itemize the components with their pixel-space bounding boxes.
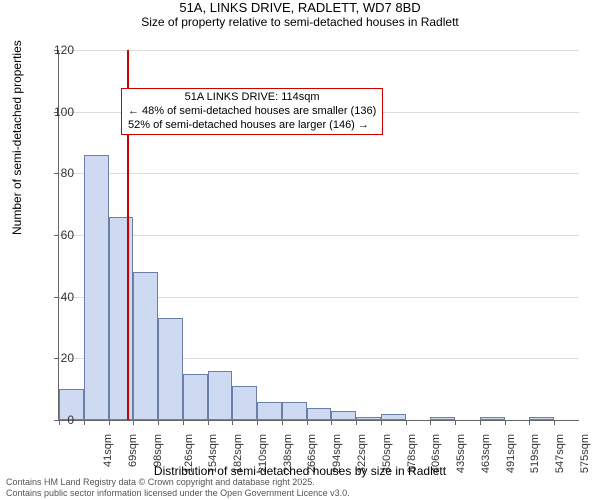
gridline — [59, 235, 579, 236]
x-tick-mark — [381, 420, 382, 425]
x-tick-mark — [257, 420, 258, 425]
histogram-bar — [84, 155, 109, 420]
y-tick-label: 0 — [44, 413, 74, 427]
footer-line-2: Contains public sector information licen… — [6, 488, 350, 498]
x-tick-mark — [406, 420, 407, 425]
x-tick-mark — [109, 420, 110, 425]
footer-attribution: Contains HM Land Registry data © Crown c… — [6, 477, 350, 498]
x-tick-mark — [208, 420, 209, 425]
x-tick-mark — [356, 420, 357, 425]
footer-line-1: Contains HM Land Registry data © Crown c… — [6, 477, 350, 487]
plot-area: 41sqm69sqm98sqm126sqm154sqm182sqm210sqm2… — [58, 50, 578, 420]
y-tick-label: 60 — [44, 228, 74, 242]
marker-annotation-line: 51A LINKS DRIVE: 114sqm — [128, 91, 376, 105]
histogram-bar — [430, 417, 455, 420]
gridline — [59, 173, 579, 174]
y-tick-label: 100 — [44, 105, 74, 119]
histogram-bar — [232, 386, 257, 420]
x-tick-mark — [455, 420, 456, 425]
x-tick-mark — [183, 420, 184, 425]
histogram-bar — [158, 318, 183, 420]
marker-annotation-line: 52% of semi-detached houses are larger (… — [128, 119, 376, 133]
x-tick-mark — [158, 420, 159, 425]
gridline — [59, 50, 579, 51]
histogram-bar — [183, 374, 208, 420]
histogram-bar — [282, 402, 307, 421]
marker-annotation-line: ← 48% of semi-detached houses are smalle… — [128, 105, 376, 119]
x-tick-mark — [133, 420, 134, 425]
y-tick-label: 40 — [44, 290, 74, 304]
x-tick-mark — [554, 420, 555, 425]
histogram-bar — [109, 217, 134, 421]
y-tick-label: 80 — [44, 166, 74, 180]
x-tick-label: 41sqm — [102, 434, 114, 467]
x-tick-mark — [84, 420, 85, 425]
x-tick-mark — [331, 420, 332, 425]
x-tick-mark — [232, 420, 233, 425]
histogram-bar — [480, 417, 505, 420]
x-tick-mark — [282, 420, 283, 425]
y-tick-label: 120 — [44, 43, 74, 57]
histogram-bar — [133, 272, 158, 420]
chart-subtitle: Size of property relative to semi-detach… — [0, 15, 600, 29]
x-tick-mark — [505, 420, 506, 425]
histogram-bar — [381, 414, 406, 420]
x-tick-mark — [529, 420, 530, 425]
histogram-bar — [257, 402, 282, 421]
chart-title: 51A, LINKS DRIVE, RADLETT, WD7 8BD — [0, 0, 600, 15]
histogram-bar — [208, 371, 233, 420]
histogram-bar — [529, 417, 554, 420]
x-axis-label: Distribution of semi-detached houses by … — [0, 464, 600, 478]
x-tick-mark — [480, 420, 481, 425]
marker-annotation: 51A LINKS DRIVE: 114sqm← 48% of semi-det… — [121, 88, 383, 135]
x-tick-mark — [430, 420, 431, 425]
y-tick-label: 20 — [44, 351, 74, 365]
x-tick-mark — [307, 420, 308, 425]
histogram-bar — [356, 417, 381, 420]
histogram-bar — [307, 408, 332, 420]
x-tick-label: 69sqm — [127, 434, 139, 467]
x-tick-label: 98sqm — [152, 434, 164, 467]
y-axis-label: Number of semi-detached properties — [10, 40, 24, 235]
histogram-bar — [331, 411, 356, 420]
